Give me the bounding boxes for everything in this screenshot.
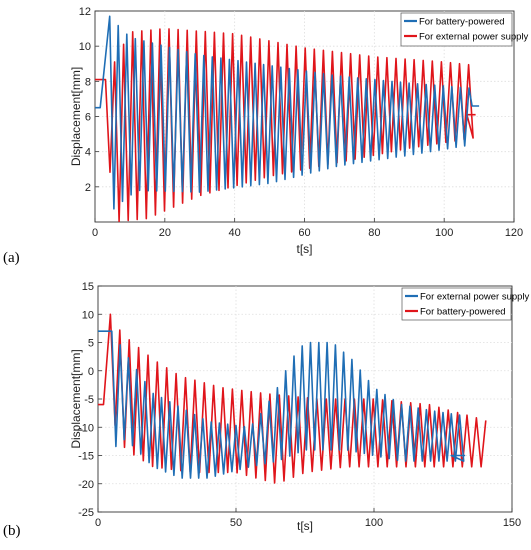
- x-tick-label: 150: [503, 517, 521, 529]
- panel-label-b: (b): [3, 523, 21, 539]
- y-tick-label: 15: [82, 281, 94, 293]
- x-tick-label: 40: [229, 227, 241, 239]
- series-line-for-battery-powered: [98, 313, 487, 484]
- y-tick-label: 12: [79, 6, 91, 18]
- y-axis-label-b: Displacement[mm]: [69, 349, 83, 448]
- x-tick-label: 120: [505, 227, 523, 239]
- legend-b: For external power supply For battery-po…: [401, 287, 530, 321]
- x-tick-label: 80: [368, 227, 380, 239]
- x-tick-label: 0: [95, 517, 101, 529]
- x-tick-label: 20: [159, 227, 171, 239]
- tick-labels-b: 0 50 100 150 -25 -20 -15 -10 -5 0 5 10 15: [78, 281, 521, 529]
- legend-box-a: [400, 12, 513, 47]
- series-line-for-battery-powered: [95, 15, 480, 210]
- x-tick-label: 60: [298, 227, 310, 239]
- legend-label-battery-powered-b: For battery-powered: [420, 307, 506, 318]
- legend-label-battery-powered-a: For battery-powered: [419, 17, 505, 28]
- legend-label-external-power-a: For external power supply: [419, 32, 529, 43]
- legend-a: For battery-powered For external power s…: [400, 12, 529, 47]
- y-tick-label: 2: [85, 182, 91, 194]
- panel-label-a: (a): [3, 250, 20, 266]
- x-tick-label: 100: [365, 517, 383, 529]
- series-line-for-external-power-supply: [98, 330, 466, 479]
- y-tick-label: -15: [78, 451, 94, 463]
- y-tick-label: -25: [78, 507, 94, 519]
- y-tick-label: 4: [85, 147, 91, 159]
- y-tick-label: -5: [84, 394, 94, 406]
- y-axis-label-a: Displacement[mm]: [69, 67, 83, 166]
- y-tick-label: -20: [78, 479, 94, 491]
- legend-label-external-power-b: For external power supply: [420, 292, 530, 303]
- series-group-a: [95, 15, 480, 223]
- tick-labels-a: 0 20 40 60 80 100 120 2 4 6 8 10 12: [79, 6, 523, 239]
- x-tick-label: 0: [92, 227, 98, 239]
- y-tick-label: 5: [88, 338, 94, 350]
- y-tick-label: 10: [82, 309, 94, 321]
- x-tick-label: 100: [435, 227, 453, 239]
- series-group-b: [98, 313, 487, 484]
- x-axis-label-a: t[s]: [296, 242, 312, 256]
- chart-panel-a: 0 20 40 60 80 100 120 2 4 6 8 10 12 t[s] Displacemen…: [3, 6, 529, 266]
- x-tick-label: 50: [230, 517, 242, 529]
- y-tick-label: 6: [85, 112, 91, 124]
- y-tick-label: 8: [85, 76, 91, 88]
- chart-panel-b: 0 50 100 150 -25 -20 -15 -10 -5 0 5 10 15 t[s] Displ…: [3, 281, 530, 539]
- legend-box-b: [401, 287, 512, 321]
- y-tick-label: 10: [79, 41, 91, 53]
- y-tick-label: -10: [78, 422, 94, 434]
- y-tick-label: 0: [88, 366, 94, 378]
- x-axis-label-b: t[s]: [297, 519, 313, 533]
